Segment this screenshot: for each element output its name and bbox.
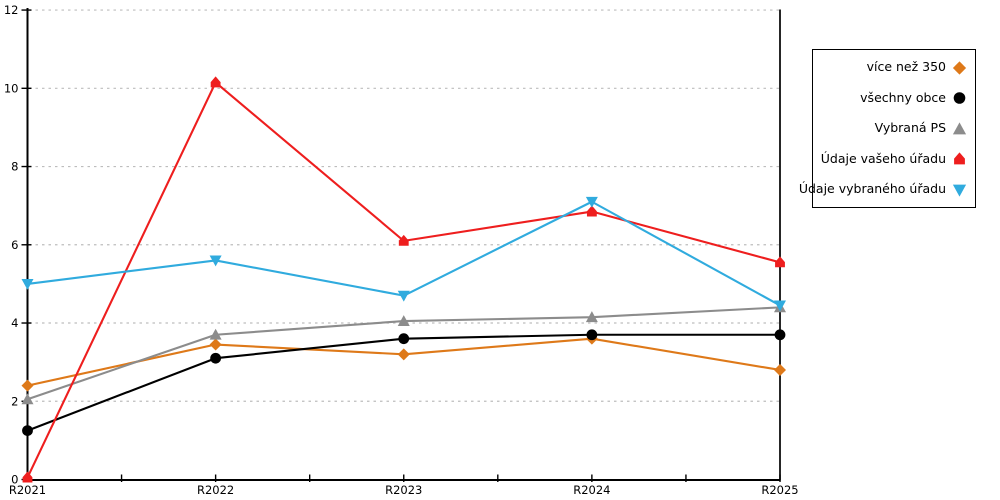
diamond-glyph <box>952 61 967 75</box>
diamond-marker <box>209 338 222 351</box>
x-axis-tick-label: R2025 <box>761 483 798 497</box>
x-axis-tick-label: R2024 <box>573 483 610 497</box>
legend-label: Vybraná PS <box>874 120 946 135</box>
triangle-down-marker-icon <box>952 182 967 197</box>
circle-marker-icon <box>952 90 967 105</box>
triangle-up-marker <box>397 315 410 326</box>
legend-label: všechny obce <box>860 89 946 105</box>
diamond-marker <box>21 379 34 392</box>
triangle-down-marker <box>774 300 786 312</box>
circle-marker <box>398 333 410 345</box>
legend-item: všechny obce <box>821 83 967 114</box>
legend-label: Údaje vybraného úřadu <box>798 181 946 196</box>
x-axis-tick-label: R2023 <box>385 483 422 497</box>
y-axis-tick-label: 8 <box>11 160 18 174</box>
house-marker <box>22 471 33 483</box>
circle-marker <box>586 329 598 341</box>
circle-marker <box>774 329 786 341</box>
legend-item: více než 350 <box>821 52 967 83</box>
legend-label: více než 350 <box>866 59 946 74</box>
legend-item: Údaje vašeho úřadu <box>821 144 967 175</box>
triangle-up-marker <box>21 393 34 405</box>
diamond-marker <box>397 348 410 361</box>
y-axis-tick-label: 2 <box>11 394 18 408</box>
diamond-marker-icon <box>952 60 967 75</box>
triangle-down-marker <box>209 255 222 267</box>
circle-marker <box>210 352 222 364</box>
triangle-down-marker <box>585 196 598 208</box>
triangle-up-marker <box>209 328 222 340</box>
series-line <box>27 337 781 387</box>
triangle-up-marker <box>585 311 598 323</box>
diamond-marker <box>774 363 786 376</box>
house-glyph <box>954 152 965 165</box>
triangle-down-glyph <box>952 184 967 197</box>
house-marker <box>586 205 597 217</box>
legend-item: Údaje vybraného úřadu <box>799 174 967 205</box>
y-axis-tick-label: 12 <box>4 3 19 17</box>
y-axis-tick-label: 10 <box>4 81 19 95</box>
series-line <box>27 200 781 307</box>
y-axis-tick-label: 6 <box>11 238 18 252</box>
triangle-down-marker <box>397 290 410 302</box>
x-axis-tick-label: R2022 <box>197 483 234 497</box>
legend: více než 350 všechny obce Vybraná PS Úda… <box>799 49 976 208</box>
house-marker <box>398 234 409 246</box>
legend-item: Vybraná PS <box>821 113 967 144</box>
series-line <box>26 81 781 478</box>
triangle-up-marker-icon <box>952 121 967 136</box>
triangle-down-marker <box>21 278 34 290</box>
legend-label: Údaje vašeho úřadu <box>820 150 946 166</box>
y-axis-tick-label: 4 <box>11 316 18 330</box>
circle-marker <box>22 425 33 436</box>
circle-glyph <box>953 92 966 105</box>
triangle-up-glyph <box>952 122 967 135</box>
house-marker <box>775 256 785 268</box>
y-axis-tick-label: 0 <box>11 473 18 487</box>
house-marker <box>210 76 221 88</box>
x-axis-tick-label: R2021 <box>9 483 46 497</box>
house-marker-icon <box>952 151 967 166</box>
